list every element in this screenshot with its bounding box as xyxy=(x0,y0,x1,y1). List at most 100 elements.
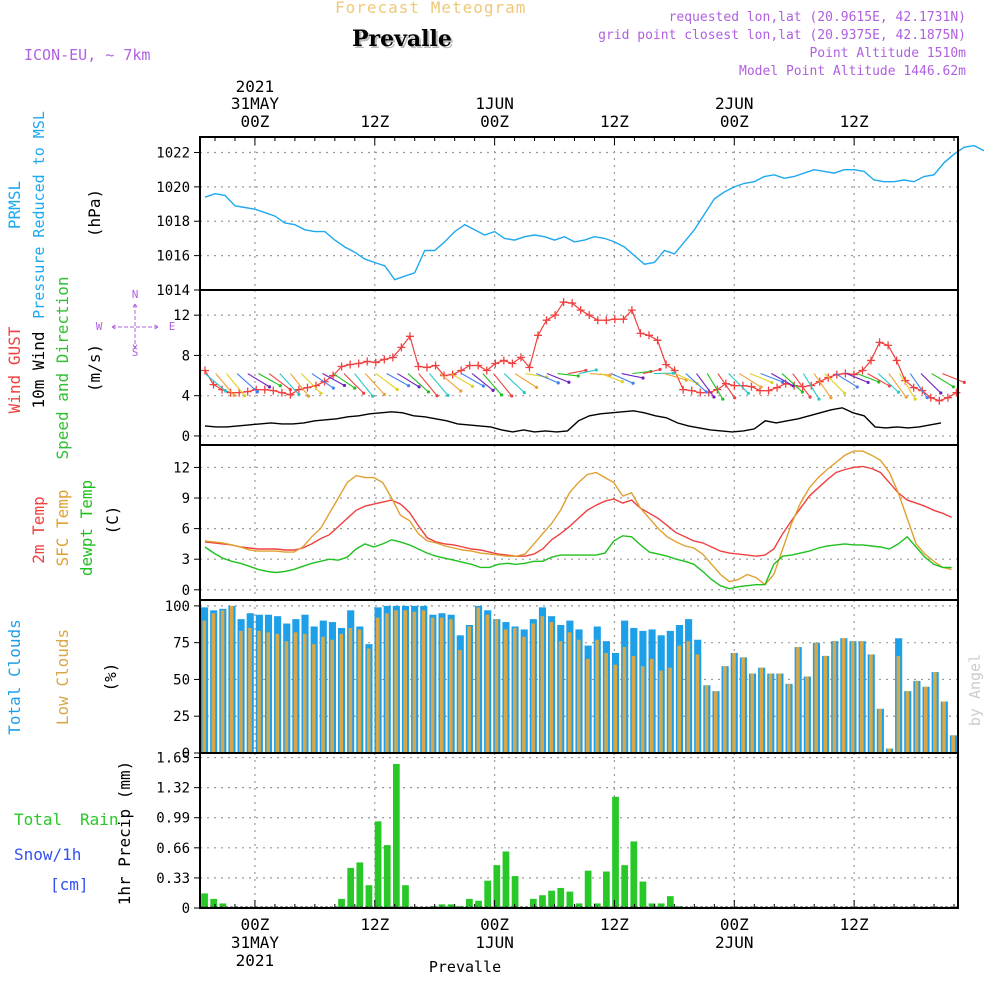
gust-marker xyxy=(619,315,628,324)
gust-marker xyxy=(371,358,380,367)
y-tick-label: 75 xyxy=(173,636,190,652)
low-cloud-bar xyxy=(248,627,252,753)
rain-bar xyxy=(374,821,382,908)
wind-arrow-head xyxy=(842,391,847,395)
gust-marker xyxy=(363,357,372,366)
wind-direction-arrow xyxy=(493,373,513,397)
rain-bar xyxy=(392,763,400,908)
panel-frame xyxy=(199,444,959,601)
y-tick-label: 1018 xyxy=(156,214,190,230)
rain-bar xyxy=(484,880,492,908)
gust-marker xyxy=(636,329,645,338)
wind-direction-arrow xyxy=(824,373,845,394)
wind-arrow-head xyxy=(278,384,282,388)
total-rain-label-total: Total xyxy=(14,810,62,829)
wind-direction-arrow xyxy=(728,373,749,394)
wind-direction-arrow xyxy=(738,373,762,388)
rain-bar xyxy=(548,890,555,908)
wind-direction-arrow xyxy=(375,373,398,390)
wind-direction-arrow xyxy=(749,373,773,383)
y-tick-label: 25 xyxy=(173,709,190,725)
low-cloud-bar xyxy=(887,748,892,753)
wind-direction-arrow xyxy=(428,373,449,396)
rain-bar xyxy=(648,903,656,908)
gust-marker xyxy=(200,366,209,375)
time-label-hour: 00Z xyxy=(240,112,269,131)
y-tick-label: 1020 xyxy=(156,180,190,196)
y-tick-label: 12 xyxy=(173,308,190,324)
wind-arrow-head xyxy=(733,396,737,400)
low-cloud-bar xyxy=(796,647,800,753)
wind-arrow-head xyxy=(896,390,901,394)
rain-bar xyxy=(630,841,638,908)
wind-direction-arrow xyxy=(589,372,611,376)
low-cloud-bar xyxy=(430,617,435,753)
rain-bar xyxy=(502,851,510,908)
gust-marker xyxy=(431,361,440,370)
gust-marker xyxy=(585,311,594,320)
wind-arrow-head xyxy=(866,380,870,385)
wind-direction-arrow xyxy=(909,373,928,398)
low-cloud-bar xyxy=(613,664,618,753)
time-label-hour: 12Z xyxy=(600,915,629,934)
model-name: ICON-EU, ~ 7km xyxy=(24,46,151,64)
y-tick-label: 4 xyxy=(182,389,190,405)
y-tick-label: 6 xyxy=(182,522,190,538)
wind-direction-arrow xyxy=(771,373,794,387)
gust-marker xyxy=(679,385,688,394)
wind-arrow-head xyxy=(306,394,311,398)
total-clouds-label: Total Clouds xyxy=(5,619,24,735)
gust-marker xyxy=(226,388,235,397)
gust-marker xyxy=(405,332,414,341)
wind-arrow-head xyxy=(224,389,228,393)
y-tick-label: 1.32 xyxy=(156,781,190,797)
rain-bar xyxy=(438,904,446,908)
wind-direction-arrow xyxy=(835,373,858,388)
low-cloud-bar xyxy=(631,655,636,753)
wind-direction-arrow xyxy=(685,373,707,393)
wind-arrow-head xyxy=(435,394,439,398)
wind-arrow-head xyxy=(331,386,335,390)
gust-marker xyxy=(610,315,619,324)
wind-arrow-head xyxy=(534,385,539,389)
gust-marker xyxy=(414,362,423,371)
low-cloud-bar xyxy=(659,670,663,753)
wind-arrow-head xyxy=(620,380,624,384)
wind-label: 10m Wind xyxy=(29,331,48,408)
wind-arrow-head xyxy=(255,390,260,394)
time-label-date: 2JUN xyxy=(715,94,754,113)
gust-marker xyxy=(260,385,269,394)
rain-bar xyxy=(657,903,665,908)
low-cloud-bar xyxy=(686,641,691,753)
y-tick-label: 0 xyxy=(182,583,190,599)
y-tick-label: 0 xyxy=(182,746,190,762)
wind-direction-arrow xyxy=(899,373,916,400)
time-label-hour: 00Z xyxy=(720,915,749,934)
gust-marker xyxy=(354,359,363,368)
wind-arrow-head xyxy=(877,380,881,384)
wind-arrow-head xyxy=(584,368,588,372)
wind-direction-arrow xyxy=(578,369,597,375)
gust-marker xyxy=(380,355,389,364)
gust-marker xyxy=(645,331,654,340)
gust-marker xyxy=(687,386,696,395)
wind-arrow-head xyxy=(855,385,859,389)
low-cloud-bar xyxy=(896,655,901,753)
gust-marker xyxy=(303,383,312,392)
rain-bar xyxy=(475,900,482,908)
rain-bar xyxy=(639,881,647,908)
gust-marker xyxy=(909,383,918,392)
low-cloud-bar xyxy=(284,641,289,753)
rain-bar xyxy=(566,891,574,908)
low-cloud-bar xyxy=(302,633,307,753)
low-cloud-bar xyxy=(549,622,554,753)
wind-direction-arrow xyxy=(407,373,429,393)
wind-direction-arrow xyxy=(503,373,525,393)
wind-direction-arrow xyxy=(386,373,409,387)
temp-2m-line xyxy=(204,465,952,557)
wind-arrow-head xyxy=(395,387,399,392)
grid-point-coordinates: grid point closest lon,lat (20.9375E, 42… xyxy=(598,28,966,43)
rain-bar xyxy=(621,865,629,908)
wind-direction-arrow xyxy=(279,373,300,395)
low-cloud-bar xyxy=(777,673,782,753)
